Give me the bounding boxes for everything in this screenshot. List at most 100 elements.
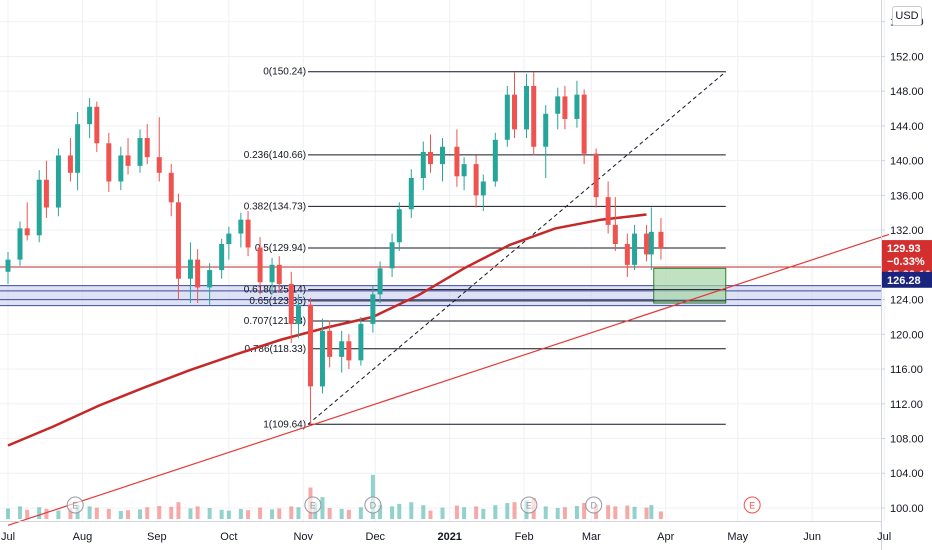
price-tick-label: 132.00	[890, 225, 924, 237]
marked-price-value: 126.28	[887, 275, 921, 287]
event-marker[interactable]: D	[364, 496, 382, 514]
event-marker[interactable]: E	[743, 496, 761, 514]
volume-bar	[246, 510, 251, 519]
trendline[interactable]	[7, 233, 890, 526]
volume-bar	[474, 506, 479, 519]
volume-bar	[543, 506, 548, 519]
volume-bar	[505, 503, 510, 519]
volume-bar	[87, 506, 92, 519]
volume-bar	[562, 507, 567, 519]
candle-body	[605, 197, 611, 225]
volume-bar	[118, 511, 123, 519]
candle-body	[17, 228, 23, 260]
event-letter: D	[590, 501, 597, 511]
time-tick-label: Nov	[293, 531, 313, 543]
candle-body	[94, 106, 100, 144]
candle-body	[75, 124, 81, 173]
price-tick-label: 120.00	[890, 329, 924, 341]
volume-bar	[176, 502, 181, 519]
volume-bar	[649, 505, 654, 519]
candle-body	[648, 231, 654, 255]
price-tick-label: 140.00	[890, 156, 924, 168]
candle-body	[276, 264, 282, 284]
candle-body	[339, 341, 345, 357]
event-marker[interactable]: E	[66, 496, 84, 514]
candle-body	[370, 294, 376, 324]
event-marker[interactable]: D	[585, 496, 603, 514]
volume-bars	[6, 474, 663, 519]
volume-bar	[481, 508, 486, 519]
volume-bar	[409, 502, 414, 519]
candle-body	[593, 153, 599, 198]
candle-body	[632, 233, 638, 265]
candle-body	[36, 179, 42, 236]
candle-body	[5, 259, 11, 272]
volume-bar	[18, 506, 23, 519]
volume-bar	[6, 508, 10, 519]
volume-bar	[106, 508, 111, 519]
marked-price-tag	[882, 271, 932, 288]
volume-bar	[188, 508, 193, 519]
volume-bar	[145, 507, 150, 519]
candle-body	[504, 94, 510, 140]
time-tick-label: Jul	[1, 531, 15, 543]
candle-body	[295, 304, 301, 324]
candle-body	[473, 164, 479, 196]
candle-body	[389, 242, 395, 269]
candle-body	[420, 151, 426, 179]
price-tick-label: 112.00	[890, 399, 923, 411]
volume-bar	[289, 506, 294, 519]
candle-body	[461, 164, 467, 177]
volume-bar	[644, 507, 649, 519]
currency-button[interactable]: USD	[892, 6, 922, 26]
time-tick-label: Feb	[515, 531, 534, 543]
fib-level-label: 0(150.24)	[263, 67, 306, 78]
volume-bar	[169, 506, 174, 519]
event-circle	[66, 496, 84, 514]
candle-body	[106, 143, 112, 182]
candle-body	[454, 146, 460, 177]
fib-level-label: 0.236(140.66)	[244, 150, 306, 161]
event-marker[interactable]: E	[304, 496, 322, 514]
candle-body	[24, 228, 30, 236]
volume-bar	[428, 510, 433, 519]
fib-level-label: 0.786(118.33)	[245, 344, 307, 355]
candle-body	[581, 94, 587, 154]
candle-body	[156, 157, 162, 173]
trendline	[7, 233, 890, 526]
candle-body	[346, 341, 352, 361]
volume-bar	[574, 505, 579, 519]
volume-bar	[462, 507, 467, 519]
volume-bar	[138, 509, 143, 519]
moving-average-line	[7, 213, 647, 447]
event-marker[interactable]: E	[520, 496, 538, 514]
candle-body	[195, 259, 201, 288]
candle-body	[219, 244, 225, 271]
volume-bar	[358, 507, 363, 519]
candle-body	[144, 138, 150, 158]
volume-bar	[390, 506, 395, 519]
fib-level-label: 0.707(121.53)	[244, 316, 306, 327]
volume-bar	[512, 502, 517, 519]
fib-level-label: 0.5(129.94)	[255, 243, 306, 254]
last-price-change: −0.33%	[887, 256, 925, 268]
candles	[5, 72, 664, 425]
time-tick-label: Jul	[877, 531, 891, 543]
price-tick-label: 148.00	[890, 86, 924, 98]
price-tick-label: 108.00	[890, 434, 924, 446]
candle-body	[307, 304, 313, 387]
price-tick-label: 136.00	[890, 190, 924, 202]
volume-bar	[157, 505, 162, 519]
volume-bar	[68, 508, 73, 519]
volume-bar	[277, 508, 282, 519]
candle-body	[257, 247, 263, 283]
candle-body	[358, 323, 364, 361]
fibonacci-retracement[interactable]: 0(150.24) 0.236(140.66) 0.382(134.73) 0.5(1…	[244, 67, 727, 431]
time-tick-label: Apr	[657, 531, 674, 543]
volume-bar	[454, 505, 459, 519]
moving-average	[7, 213, 647, 447]
event-circle	[743, 496, 761, 514]
price-tick-label: 116.00	[890, 364, 923, 376]
